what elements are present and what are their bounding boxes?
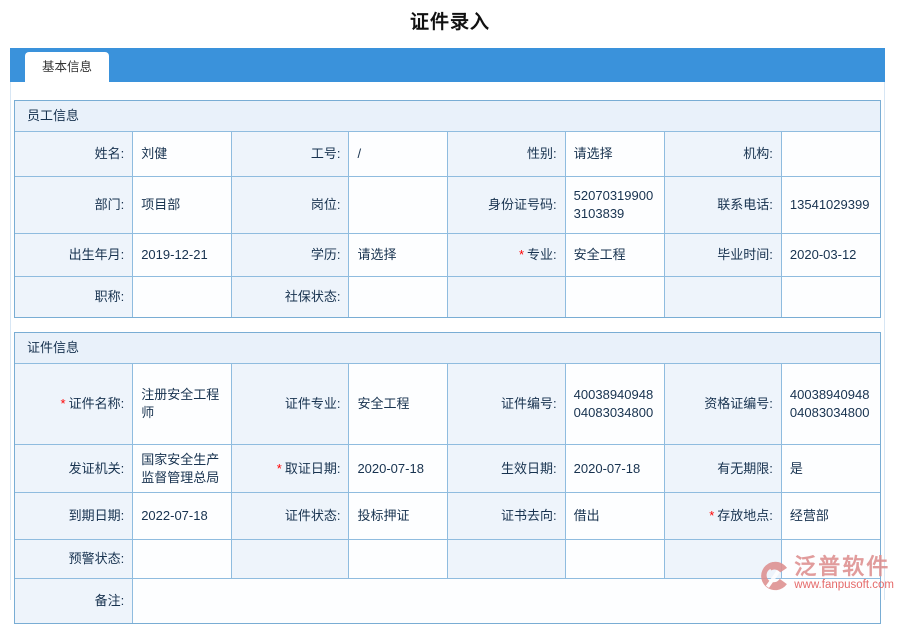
empty-label: [663, 540, 781, 578]
empty-label: [447, 277, 565, 317]
gender-value[interactable]: 请选择: [564, 132, 664, 176]
id-card-number-value[interactable]: 520703199003103839: [564, 177, 664, 233]
tab-basic-info[interactable]: 基本信息: [25, 52, 110, 82]
required-mark: *: [518, 247, 525, 263]
empty-value: [564, 277, 664, 317]
table-row: * 证件名称: 注册安全工程师 证件专业: 安全工程 证件编号: 40038940…: [15, 363, 880, 444]
table-row: 发证机关: 国家安全生产监督管理总局 * 取证日期: 2020-07-18 生效日…: [15, 444, 880, 492]
organization-value[interactable]: [780, 132, 880, 176]
required-mark: *: [709, 508, 715, 524]
table-row: 预警状态:: [15, 539, 880, 578]
warning-status-label: 预警状态:: [15, 540, 133, 578]
table-row: 部门: 项目部 岗位: 身份证号码: 520703199003103839 联系…: [15, 176, 880, 233]
empty-value: [780, 277, 880, 317]
remark-label: 备注:: [15, 579, 133, 623]
major-value[interactable]: 安全工程: [564, 234, 664, 276]
warning-status-value[interactable]: [132, 540, 232, 578]
employee-id-value[interactable]: /: [348, 132, 448, 176]
position-label: 岗位:: [231, 177, 349, 233]
certificate-whereabouts-label: 证书去向:: [447, 493, 565, 539]
certificate-whereabouts-value[interactable]: 借出: [564, 493, 664, 539]
empty-label: [663, 277, 781, 317]
certificate-status-label: 证件状态:: [231, 493, 349, 539]
department-label: 部门:: [15, 177, 133, 233]
has-term-label: 有无期限:: [663, 445, 781, 492]
empty-value: [780, 540, 880, 578]
contact-phone-value[interactable]: 13541029399: [780, 177, 880, 233]
employee-id-label: 工号:: [231, 132, 349, 176]
obtain-date-value[interactable]: 2020-07-18: [348, 445, 448, 492]
storage-location-label: * 存放地点:: [663, 493, 781, 539]
graduation-date-label: 毕业时间:: [663, 234, 781, 276]
certificate-major-value[interactable]: 安全工程: [348, 364, 448, 444]
department-value[interactable]: 项目部: [132, 177, 232, 233]
table-row: 出生年月: 2019-12-21 学历: 请选择 * 专业: 安全工程 毕业时间:…: [15, 233, 880, 276]
required-mark: *: [276, 460, 282, 476]
expiry-date-label: 到期日期:: [15, 493, 133, 539]
certificate-major-label: 证件专业:: [231, 364, 349, 444]
certificate-number-label: 证件编号:: [447, 364, 565, 444]
issuing-authority-label: 发证机关:: [15, 445, 133, 492]
major-label: * 专业:: [447, 234, 565, 276]
obtain-date-label: * 取证日期:: [231, 445, 349, 492]
issuing-authority-value[interactable]: 国家安全生产监督管理总局: [132, 445, 232, 492]
required-mark: *: [60, 396, 66, 412]
empty-value: [564, 540, 664, 578]
job-title-value[interactable]: [132, 277, 232, 317]
education-label: 学历:: [231, 234, 349, 276]
organization-label: 机构:: [663, 132, 781, 176]
table-row: 备注:: [15, 578, 880, 623]
birth-date-value[interactable]: 2019-12-21: [132, 234, 232, 276]
name-label: 姓名:: [15, 132, 133, 176]
employee-info-section: 员工信息 姓名: 刘健 工号: / 性别: 请选择 机构: 部门: 项目部 岗位…: [14, 100, 881, 318]
effective-date-value[interactable]: 2020-07-18: [564, 445, 664, 492]
certificate-name-value[interactable]: 注册安全工程师: [132, 364, 232, 444]
birth-date-label: 出生年月:: [15, 234, 133, 276]
education-value[interactable]: 请选择: [348, 234, 448, 276]
qualification-number-label: 资格证编号:: [663, 364, 781, 444]
qualification-number-value[interactable]: 4003894094804083034800: [780, 364, 880, 444]
has-term-value[interactable]: 是: [780, 445, 880, 492]
fanpu-logo-icon: [761, 561, 788, 591]
id-card-number-label: 身份证号码:: [447, 177, 565, 233]
empty-label: [447, 540, 565, 578]
gender-label: 性别:: [447, 132, 565, 176]
page-title: 证件录入: [409, 12, 490, 33]
employee-section-title: 员工信息: [15, 101, 880, 131]
expiry-date-value[interactable]: 2022-07-18: [132, 493, 232, 539]
form-content: 员工信息 姓名: 刘健 工号: / 性别: 请选择 机构: 部门: 项目部 岗位…: [10, 82, 885, 624]
social-security-status-label: 社保状态:: [231, 277, 349, 317]
social-security-status-value[interactable]: [348, 277, 448, 317]
watermark-brand: 泛普软件: [794, 554, 891, 579]
empty-label: [231, 540, 349, 578]
contact-phone-label: 联系电话:: [663, 177, 781, 233]
name-value[interactable]: 刘健: [132, 132, 232, 176]
storage-location-value[interactable]: 经营部: [780, 493, 880, 539]
certificate-number-value[interactable]: 4003894094804083034800: [564, 364, 664, 444]
certificate-status-value[interactable]: 投标押证: [348, 493, 448, 539]
empty-value: [348, 540, 448, 578]
table-row: 到期日期: 2022-07-18 证件状态: 投标押证 证书去向: 借出 * 存放…: [15, 492, 880, 539]
fanpu-watermark: 泛普软件 www.fanpusoft.com: [758, 554, 894, 595]
position-value[interactable]: [348, 177, 448, 233]
certificate-info-section: 证件信息 * 证件名称: 注册安全工程师 证件专业: 安全工程 证件编号: 400…: [14, 332, 881, 624]
effective-date-label: 生效日期:: [447, 445, 565, 492]
job-title-label: 职称:: [15, 277, 133, 317]
table-row: 姓名: 刘健 工号: / 性别: 请选择 机构:: [15, 131, 880, 176]
table-row: 职称: 社保状态:: [15, 276, 880, 317]
graduation-date-value[interactable]: 2020-03-12: [780, 234, 880, 276]
certificate-section-title: 证件信息: [15, 333, 880, 363]
certificate-name-label: * 证件名称:: [15, 364, 133, 444]
watermark-url[interactable]: www.fanpusoft.com: [794, 579, 894, 592]
tab-bar: 基本信息: [10, 48, 885, 82]
